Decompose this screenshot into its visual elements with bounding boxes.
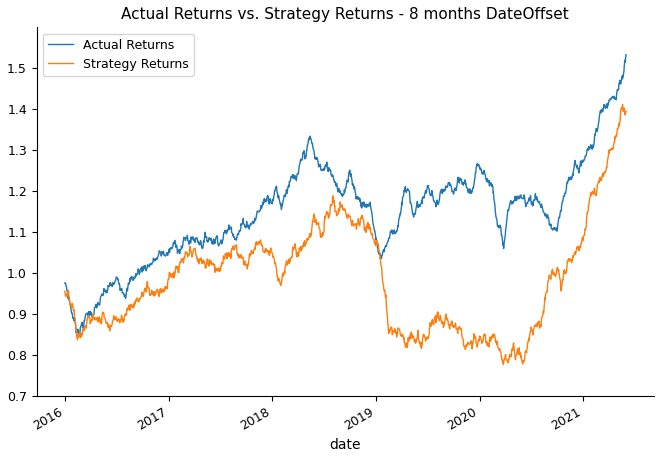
Line: Actual Returns: Actual Returns: [65, 55, 626, 336]
X-axis label: date: date: [330, 438, 361, 452]
Line: Strategy Returns: Strategy Returns: [65, 105, 626, 364]
Legend: Actual Returns, Strategy Returns: Actual Returns, Strategy Returns: [43, 34, 194, 76]
Title: Actual Returns vs. Strategy Returns - 8 months DateOffset: Actual Returns vs. Strategy Returns - 8 …: [122, 7, 569, 22]
